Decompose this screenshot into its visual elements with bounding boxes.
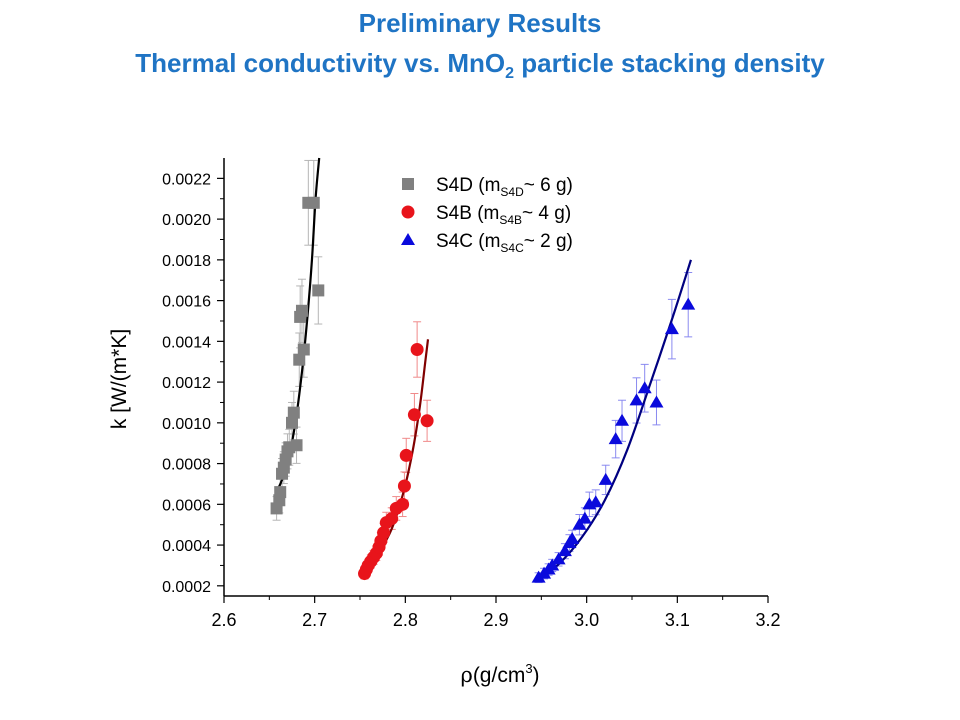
axis-labels: k [W/(m*K] ρ(g/cm3) — [108, 329, 540, 687]
y-tick-label: 0.0004 — [162, 538, 211, 555]
data-point — [565, 531, 580, 544]
x-tick-label: 3.2 — [755, 610, 780, 630]
data-point — [385, 512, 399, 526]
data-point — [410, 342, 424, 356]
legend-label-subscript: S4B — [499, 213, 522, 227]
subtitle-subscript: 2 — [505, 65, 515, 82]
data-point — [407, 408, 421, 422]
legend-label-main: S4B (m — [436, 203, 499, 224]
legend-label: S4C (mS4C~ 2 g) — [436, 231, 573, 255]
x-tick-label: 2.6 — [211, 610, 236, 630]
x-label-close: ) — [533, 664, 540, 687]
legend-label-subscript: S4C — [500, 241, 524, 255]
data-point — [608, 432, 623, 445]
y-tick-label: 0.0006 — [162, 497, 211, 514]
x-axis-label: ρ(g/cm3) — [460, 661, 539, 687]
chart-legend: S4D (mS4D~ 6 g)S4B (mS4B~ 4 g)S4C (mS4C~… — [401, 175, 573, 255]
data-point — [397, 479, 411, 493]
x-tick-label: 2.8 — [393, 610, 418, 630]
data-point — [295, 304, 308, 317]
x-tick-label: 2.7 — [302, 610, 327, 630]
data-point — [551, 552, 566, 565]
data-point — [396, 497, 410, 511]
data-point — [681, 297, 696, 310]
fit-curve — [361, 339, 430, 573]
y-tick-label: 0.0002 — [162, 579, 211, 596]
data-point — [577, 511, 592, 524]
data-points — [270, 196, 696, 583]
data-point — [293, 353, 306, 366]
x-label-unit: (g/cm — [473, 664, 526, 687]
legend-label-main: S4D (m — [436, 175, 500, 196]
x-label-symbol: ρ — [460, 663, 472, 687]
data-point — [557, 544, 572, 557]
y-tick-label: 0.0008 — [162, 457, 211, 474]
legend-label: S4B (mS4B~ 4 g) — [436, 203, 571, 227]
y-axis-label: k [W/(m*K] — [108, 329, 131, 429]
y-tick-label: 0.0012 — [162, 375, 211, 392]
legend-label-tail: ~ 2 g) — [524, 231, 573, 252]
data-point — [290, 439, 303, 452]
y-tick-label: 0.0016 — [162, 294, 211, 311]
y-tick-label: 0.0018 — [162, 253, 211, 270]
data-point — [287, 406, 300, 419]
slide-subtitle: Thermal conductivity vs. MnO2 particle s… — [0, 48, 960, 83]
legend-marker — [402, 178, 414, 190]
subtitle-prefix: Thermal conductivity vs. MnO — [135, 48, 506, 78]
y-tick-label: 0.0020 — [162, 212, 211, 229]
subtitle-suffix: particle stacking density — [514, 48, 825, 78]
chart-axes: 2.6 2.7 2.8 2.9 3.0 3.1 3.2 0.0002 0.0004 0.0006 0… — [162, 158, 781, 630]
data-point — [637, 381, 652, 394]
data-point — [588, 495, 603, 508]
legend-marker — [401, 233, 415, 245]
slide-title: Preliminary Results — [358, 8, 602, 38]
data-point — [649, 395, 664, 408]
data-point — [312, 284, 325, 297]
legend-marker — [401, 205, 415, 219]
data-point — [399, 448, 413, 462]
y-tick-label: 0.0014 — [162, 334, 211, 351]
x-label-superscript: 3 — [525, 661, 532, 676]
data-point — [274, 486, 287, 499]
data-point — [286, 416, 298, 429]
y-tick-label: 0.0022 — [162, 171, 211, 188]
x-tick-label: 3.1 — [665, 610, 690, 630]
data-point — [629, 393, 644, 406]
data-point — [420, 414, 434, 428]
legend-label-tail: ~ 4 g) — [522, 203, 571, 224]
data-point — [572, 517, 587, 530]
data-point — [377, 526, 391, 540]
x-tick-label: 3.0 — [574, 610, 599, 630]
data-point — [615, 413, 630, 426]
data-point — [598, 472, 613, 485]
data-point — [297, 343, 310, 356]
legend-label-tail: ~ 6 g) — [524, 175, 573, 196]
y-tick-label: 0.0010 — [162, 416, 211, 433]
legend-label-subscript: S4D — [500, 185, 524, 199]
data-point — [664, 322, 679, 335]
data-point — [545, 558, 560, 571]
legend-label: S4D (mS4D~ 6 g) — [436, 175, 573, 199]
data-point — [307, 196, 320, 209]
legend-label-main: S4C (m — [436, 231, 500, 252]
x-tick-label: 2.9 — [483, 610, 508, 630]
